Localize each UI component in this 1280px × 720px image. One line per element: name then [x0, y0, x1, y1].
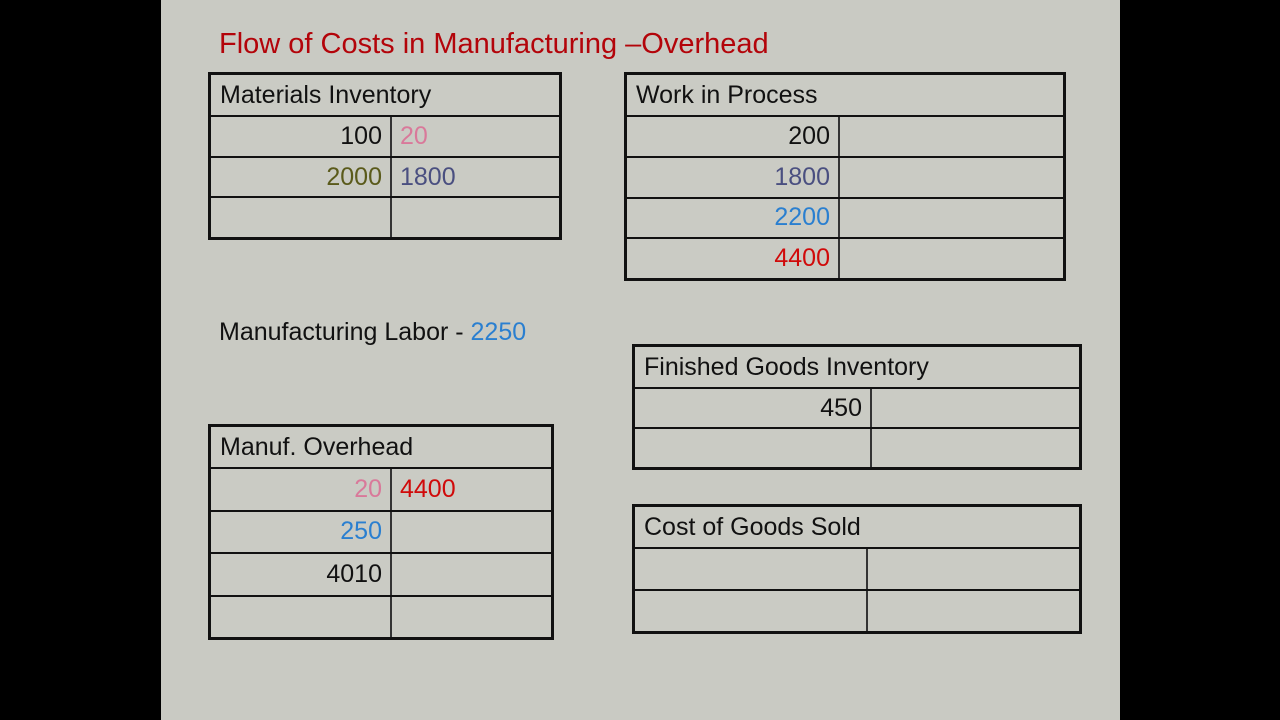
labor-label: Manufacturing Labor - — [219, 318, 471, 346]
t-account-materials-inventory: Materials Inventory 100 20 2000 1800 — [208, 72, 562, 240]
account-row: 20 4400 — [211, 469, 551, 512]
debit-cell: 1800 — [627, 157, 840, 197]
t-account-work-in-process: Work in Process 200 1800 2200 4400 — [624, 72, 1066, 281]
account-name: Cost of Goods Sold — [635, 507, 1079, 549]
t-account-cost-of-goods-sold: Cost of Goods Sold — [632, 504, 1082, 634]
account-row — [635, 591, 1079, 631]
debit-cell: 450 — [635, 389, 872, 427]
credit-cell: 4400 — [400, 474, 456, 503]
account-row — [211, 596, 551, 638]
debit-cell — [211, 198, 392, 238]
credit-cell — [840, 199, 1063, 238]
debit-cell: 2000 — [211, 157, 392, 197]
account-row: 450 — [635, 389, 1079, 429]
t-account-manuf-overhead: Manuf. Overhead 20 4400 250 4010 — [208, 424, 554, 640]
account-row: 100 20 — [211, 117, 559, 158]
credit-cell — [840, 239, 1063, 278]
account-name: Materials Inventory — [211, 75, 559, 117]
debit-cell: 20 — [211, 469, 392, 510]
debit-cell: 250 — [211, 511, 392, 552]
credit-cell — [868, 549, 1079, 589]
credit-cell: 20 — [400, 121, 428, 150]
credit-cell — [392, 198, 559, 237]
account-name: Work in Process — [627, 75, 1063, 117]
account-name: Finished Goods Inventory — [635, 347, 1079, 389]
credit-cell — [872, 389, 1079, 427]
account-row: 4010 — [211, 554, 551, 597]
debit-cell — [635, 549, 868, 589]
credit-cell — [392, 554, 551, 595]
account-row — [211, 198, 559, 238]
debit-cell: 2200 — [627, 198, 840, 238]
debit-cell — [635, 429, 872, 467]
credit-cell — [392, 512, 551, 553]
debit-cell: 4010 — [211, 554, 392, 595]
account-row: 4400 — [627, 239, 1063, 278]
account-row: 250 — [211, 511, 551, 554]
debit-cell — [211, 596, 392, 637]
account-row — [635, 429, 1079, 467]
account-row — [635, 549, 1079, 591]
account-row: 2200 — [627, 198, 1063, 240]
credit-cell — [868, 591, 1079, 631]
debit-cell — [635, 591, 868, 631]
credit-cell — [872, 429, 1079, 467]
credit-cell — [840, 117, 1063, 156]
account-name: Manuf. Overhead — [211, 427, 551, 469]
debit-cell: 200 — [627, 117, 840, 156]
debit-cell: 100 — [211, 117, 392, 156]
credit-cell — [392, 597, 551, 638]
t-account-finished-goods-inventory: Finished Goods Inventory 450 — [632, 344, 1082, 470]
account-row: 200 — [627, 117, 1063, 158]
manufacturing-labor: Manufacturing Labor - 2250 — [219, 318, 526, 347]
labor-value: 2250 — [470, 318, 527, 346]
account-row: 2000 1800 — [211, 157, 559, 199]
account-row: 1800 — [627, 157, 1063, 199]
credit-cell: 1800 — [400, 162, 456, 191]
credit-cell — [840, 158, 1063, 197]
debit-cell: 4400 — [627, 239, 840, 278]
slide-title: Flow of Costs in Manufacturing –Overhead — [219, 28, 769, 60]
